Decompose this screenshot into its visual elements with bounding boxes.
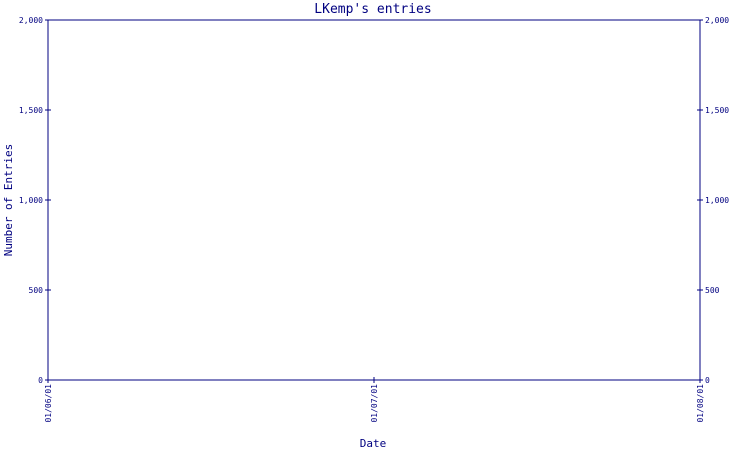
- x-tick-label: 01/08/01: [696, 384, 705, 423]
- y-axis-label: Number of Entries: [2, 144, 15, 257]
- y-tick-label-left: 0: [38, 376, 43, 385]
- y-tick-label-right: 500: [705, 286, 720, 295]
- y-tick-label-right: 1,500: [705, 106, 729, 115]
- x-tick-label: 01/06/01: [44, 384, 53, 423]
- y-tick-label-left: 2,000: [19, 16, 43, 25]
- y-tick-label-left: 1,500: [19, 106, 43, 115]
- y-tick-label-right: 0: [705, 376, 710, 385]
- y-tick-label-right: 1,000: [705, 196, 729, 205]
- y-axis-left: 0 500 1,000 1,500 2,000: [19, 16, 51, 385]
- chart-title: LKemp's entries: [314, 2, 431, 17]
- x-axis: 01/06/01 01/07/01 01/08/01: [44, 377, 705, 423]
- x-tick-label: 01/07/01: [370, 384, 379, 423]
- y-axis-right: 0 500 1,000 1,500 2,000: [697, 16, 729, 385]
- y-tick-label-left: 1,000: [19, 196, 43, 205]
- x-axis-label: Date: [360, 437, 387, 450]
- y-tick-label-right: 2,000: [705, 16, 729, 25]
- plot-area-frame: [47, 19, 701, 381]
- y-tick-label-left: 500: [29, 286, 44, 295]
